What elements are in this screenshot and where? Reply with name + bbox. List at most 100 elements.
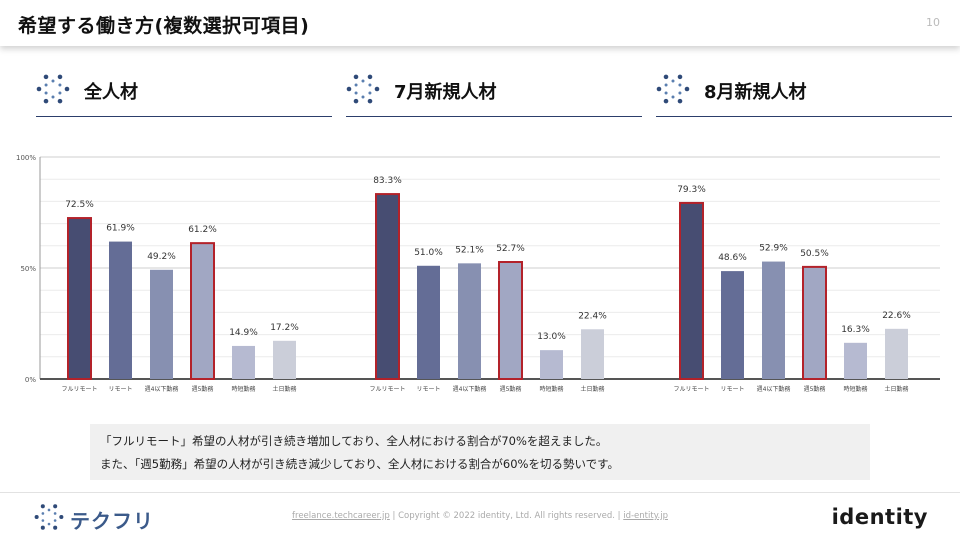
bar-chart: 0% 50% 100% 72.5% フルリモート 61.9% リモート 49.2% 週4以下勤務… <box>16 154 940 393</box>
logo-dot <box>664 91 668 95</box>
logo-dot <box>64 86 70 92</box>
logo-dot <box>671 79 675 83</box>
logo-dot <box>41 519 45 522</box>
logo-dot <box>58 83 62 87</box>
data-label: 52.9% <box>759 244 788 254</box>
data-label: 51.0% <box>414 248 443 258</box>
category-label: 時短勤務 <box>539 385 563 393</box>
logo-dot <box>663 74 669 80</box>
data-label: 13.0% <box>537 332 566 342</box>
category-label: リモート <box>416 386 440 393</box>
category-label: 土日勤務 <box>272 385 296 393</box>
logo-dot <box>367 74 373 80</box>
logo-dot <box>354 91 358 95</box>
logo-dot <box>43 98 49 104</box>
section-label: 全人材 <box>84 82 138 103</box>
logo-dot <box>368 83 372 87</box>
logo-dot <box>663 98 669 104</box>
section-header-all: 全人材 <box>36 70 332 117</box>
y-tick-label: 100% <box>16 154 36 162</box>
logo-dot <box>664 83 668 87</box>
data-label: 83.3% <box>373 176 402 186</box>
logo-dot <box>677 98 683 104</box>
category-label: 土日勤務 <box>580 385 604 393</box>
logo-dot <box>51 95 55 99</box>
category-label: フルリモート <box>61 386 97 393</box>
logo-dot <box>368 91 372 95</box>
logo-dot <box>40 504 45 509</box>
bar <box>232 345 255 379</box>
category-label: 週4以下勤務 <box>145 385 179 393</box>
identity-logo: identity <box>832 505 928 529</box>
logo-dot <box>346 86 352 92</box>
dot-ring-logo-icon <box>656 74 690 104</box>
bar <box>762 261 785 379</box>
category-label: 週5勤務 <box>804 385 826 393</box>
bar <box>67 217 92 380</box>
logo-dot <box>53 519 57 522</box>
techcareer-link[interactable]: freelance.techcareer.jp <box>292 511 390 521</box>
category-label: リモート <box>108 386 132 393</box>
logo-dot <box>47 508 51 512</box>
category-label: リモート <box>720 386 744 393</box>
data-label: 52.7% <box>496 244 525 254</box>
data-label: 17.2% <box>270 323 299 333</box>
data-label: 61.2% <box>188 225 217 235</box>
bar <box>581 329 604 379</box>
category-label: フルリモート <box>673 386 709 393</box>
copyright-text: Copyright © 2022 identity, Ltd. All righ… <box>398 511 615 521</box>
bar <box>150 269 173 379</box>
category-label: 週4以下勤務 <box>757 385 791 393</box>
category-label: 週5勤務 <box>500 385 522 393</box>
category-label: 土日勤務 <box>884 385 908 393</box>
category-label: フルリモート <box>369 386 405 393</box>
bar <box>540 350 563 379</box>
dot-ring-logo-icon <box>34 504 64 530</box>
logo-dot <box>678 91 682 95</box>
bar <box>802 265 827 381</box>
identity-logo-text: identity <box>831 505 928 529</box>
logo-dot <box>41 512 45 515</box>
section-header-august: 8月新規人材 <box>656 70 952 117</box>
logo-dot <box>47 522 51 526</box>
section-header-july: 7月新規人材 <box>346 70 642 117</box>
top-bar: 希望する働き方(複数選択可項目) 10 <box>0 0 960 46</box>
category-label: 時短勤務 <box>231 385 255 393</box>
category-label: 週5勤務 <box>192 385 214 393</box>
identity-link[interactable]: id-entity.jp <box>623 511 668 521</box>
logo-dot <box>44 83 48 87</box>
data-label: 49.2% <box>147 252 176 262</box>
bar <box>109 241 132 379</box>
summary-box: 「フルリモート」希望の人材が引き続き増加しており、全人材における割合が70%を超… <box>90 424 870 480</box>
logo-dot <box>671 95 675 99</box>
logo-dot <box>53 525 58 530</box>
bar <box>375 193 400 380</box>
bar <box>417 265 440 379</box>
logo-dot <box>354 83 358 87</box>
data-label: 48.6% <box>718 253 747 263</box>
bar <box>458 263 481 379</box>
logo-dot <box>51 79 55 83</box>
dot-ring-logo-icon <box>346 74 380 104</box>
logo-dot <box>361 79 365 83</box>
logo-dot <box>367 98 373 104</box>
bar <box>844 342 867 379</box>
data-label: 72.5% <box>65 200 94 210</box>
data-label: 14.9% <box>229 328 258 338</box>
category-label: 時短勤務 <box>843 385 867 393</box>
logo-dot <box>59 514 64 520</box>
bar <box>273 340 296 379</box>
page-title: 希望する働き方(複数選択可項目) <box>18 15 310 37</box>
logo-dot <box>57 74 63 80</box>
summary-line-2: また、「週5勤務」希望の人材が引き続き減少しており、全人材における割合が60%を… <box>100 457 619 471</box>
bar <box>885 328 908 379</box>
logo-dot <box>374 86 380 92</box>
logo-dot <box>58 91 62 95</box>
footer-text: freelance.techcareer.jp | Copyright © 20… <box>0 511 960 521</box>
dot-ring-logo-icon <box>36 74 70 104</box>
bar <box>679 201 704 380</box>
bar <box>190 242 215 380</box>
category-label: 週4以下勤務 <box>453 385 487 393</box>
data-label: 52.1% <box>455 245 484 255</box>
data-label: 79.3% <box>677 185 706 195</box>
